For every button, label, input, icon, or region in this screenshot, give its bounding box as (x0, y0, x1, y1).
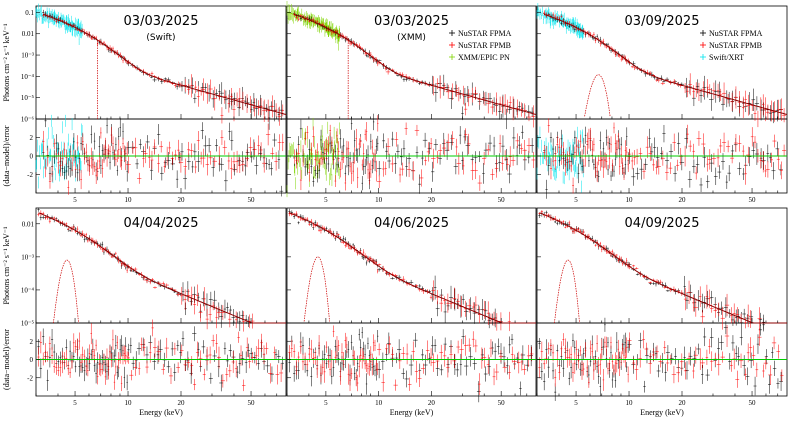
residual-tick-label: 0 (30, 356, 34, 364)
x-tick-label: 10 (626, 196, 634, 204)
nustar-points (288, 208, 534, 403)
legend-label: NuSTAR FPMA (458, 29, 512, 38)
model-line (38, 212, 286, 324)
x-axis-title: Energy (keV) (390, 408, 434, 417)
panel-3: 5 10 20 50 03/09/2025 NuSTAR FPMA NuSTAR FPMB S… (536, 3, 788, 204)
iron-line-component (303, 256, 330, 322)
residual-tick-label: 2 (30, 134, 34, 142)
y-tick-label: 10⁻⁴ (21, 73, 35, 81)
legend-label: NuSTAR FPMB (709, 41, 762, 50)
x-tick-label: 5 (73, 399, 77, 407)
model-line (544, 13, 788, 115)
x-tick-label: 50 (749, 196, 757, 204)
residual-axis-title: (data−model)/error (2, 125, 11, 186)
panel-sublabel: (XMM) (397, 33, 426, 43)
residual-tick-label: 0 (30, 153, 34, 161)
y-tick-label: 10⁻³ (21, 52, 34, 60)
panel-date: 03/09/2025 (625, 14, 700, 29)
y-tick-label: 10⁻⁶ (21, 116, 35, 124)
x-tick-label: 5 (324, 196, 328, 204)
panel-sublabel: (Swift) (146, 33, 175, 43)
legend-label: NuSTAR FPMB (458, 41, 511, 50)
panel-5: 5 10 20 50 04/06/2025 Energy (keV) (286, 207, 537, 417)
y-axis-title: Photons cm⁻² s⁻¹ keV⁻¹ (2, 23, 11, 101)
x-tick-label: 5 (574, 196, 578, 204)
panel-1: 5 10 20 50 0.1 0.01 10⁻³ 10⁻⁴ 10⁻⁵ 10⁻⁶ -2 0 2 03/03/… (2, 3, 287, 204)
y-axis-title: Photons cm⁻² s⁻¹ keV⁻¹ (2, 226, 11, 304)
model-line (289, 212, 536, 324)
y-tick-label: 10⁻³ (21, 253, 34, 261)
x-axis-title: Energy (keV) (139, 408, 183, 417)
iron-line-component (52, 259, 80, 324)
x-tick-label: 50 (498, 196, 506, 204)
x-tick-label: 10 (375, 196, 383, 204)
iron-line-component (584, 74, 611, 117)
x-tick-label: 20 (178, 196, 186, 204)
soft-instrument-points (35, 3, 83, 189)
x-tick-label: 10 (125, 399, 133, 407)
panel-2: 5 10 20 50 03/03/2025 (XMM) NuSTAR FPMA NuSTAR … (286, 0, 537, 204)
legend-label: NuSTAR FPMA (709, 29, 763, 38)
panel-date: 03/03/2025 (374, 14, 449, 29)
model-line (294, 13, 537, 115)
residual-tick-label: -2 (27, 171, 33, 179)
residual-axis-title: (data−model)/error (2, 329, 11, 390)
panel-date: 04/04/2025 (124, 216, 199, 231)
y-tick-label: 0.1 (25, 9, 34, 17)
x-tick-label: 20 (428, 399, 436, 407)
x-tick-label: 10 (375, 399, 383, 407)
x-tick-label: 50 (248, 399, 256, 407)
legend-label: XMM/EPIC PN (458, 53, 510, 62)
x-tick-label: 5 (324, 399, 328, 407)
panel-4: 5 10 20 50 0.01 10⁻³ 10⁻⁴ 10⁻⁵ -2 0 2 04/04/2025 Pho… (2, 207, 287, 417)
residual-tick-label: 2 (30, 338, 34, 346)
y-tick-label: 10⁻⁴ (21, 286, 35, 294)
x-tick-label: 50 (498, 399, 506, 407)
y-tick-label: 0.01 (22, 30, 35, 38)
x-tick-label: 50 (248, 196, 256, 204)
nustar-points (538, 210, 784, 401)
y-tick-label: 10⁻⁵ (21, 94, 35, 102)
nustar-points (543, 10, 787, 199)
soft-instrument-points (536, 3, 584, 193)
nustar-points (37, 207, 285, 392)
panel-date: 03/03/2025 (124, 14, 199, 29)
x-tick-label: 20 (679, 196, 687, 204)
x-tick-label: 10 (125, 196, 133, 204)
residual-tick-label: -2 (27, 374, 33, 382)
panel-date: 04/06/2025 (374, 216, 449, 231)
x-tick-label: 5 (73, 196, 77, 204)
y-tick-label: 10⁻⁵ (21, 320, 35, 328)
legend-label: Swift/XRT (709, 53, 744, 62)
model-line (43, 13, 287, 115)
x-tick-label: 20 (428, 196, 436, 204)
y-tick-label: 0.01 (22, 220, 35, 228)
x-tick-label: 20 (178, 399, 186, 407)
